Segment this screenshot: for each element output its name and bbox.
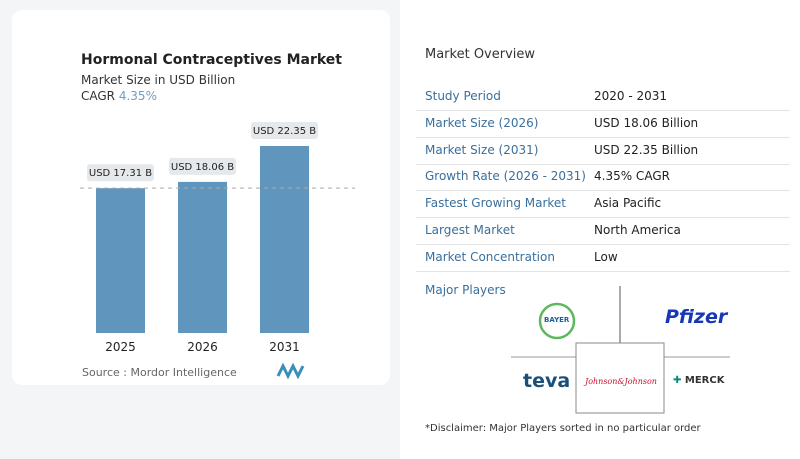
- pfizer-logo: Pfizer: [665, 306, 728, 328]
- bayer-logo: BAYER: [544, 316, 570, 324]
- bar-2025: [96, 188, 145, 333]
- data-label: USD 22.35 B: [253, 126, 316, 137]
- chart-subtitle: Market Size in USD Billion: [81, 73, 236, 87]
- row-label: Market Size (2031): [425, 142, 539, 157]
- mordor-logo: [276, 362, 305, 380]
- cagr: CAGR 4.35%: [81, 89, 157, 103]
- data-label-bg: [87, 164, 154, 182]
- row-value: Low: [594, 249, 618, 264]
- row-value: 4.35% CAGR: [594, 169, 670, 184]
- row-label: Study Period: [425, 89, 501, 103]
- overview-row: Market Size (2026) USD 18.06 Billion: [416, 110, 790, 138]
- data-label-bg: [251, 122, 318, 139]
- overview-row: Fastest Growing Market Asia Pacific: [416, 190, 790, 219]
- bar-2026: [178, 181, 227, 333]
- data-label-bg: [169, 157, 236, 175]
- row-label: Market Size (2026): [425, 115, 539, 130]
- x-tick-label: 2031: [269, 340, 300, 354]
- disclaimer: *Disclaimer: Major Players sorted in no …: [425, 423, 701, 434]
- x-tick-label: 2026: [187, 340, 218, 354]
- row-value: USD 22.35 Billion: [594, 142, 699, 157]
- major-players-label: Major Players: [425, 283, 506, 297]
- bar-2031: [260, 146, 309, 333]
- cagr-label: CAGR: [81, 89, 116, 103]
- chart-title: Hormonal Contraceptives Market: [81, 52, 342, 68]
- row-label: Largest Market: [425, 223, 515, 237]
- overview-row: Study Period 2020 - 2031: [416, 83, 790, 111]
- overview-row: Market Concentration Low: [416, 244, 790, 272]
- merck-logo: ✚ MERCK: [673, 375, 724, 386]
- overview-row: Largest Market North America: [416, 217, 790, 245]
- overview-title: Market Overview: [425, 47, 536, 62]
- merck-text: MERCK: [684, 375, 725, 386]
- cagr-value: 4.35%: [118, 89, 157, 103]
- merck-icon: ✚: [673, 375, 682, 386]
- row-value: North America: [594, 223, 681, 237]
- row-label: Fastest Growing Market: [425, 196, 567, 211]
- source: Source : Mordor Intelligence: [82, 366, 237, 379]
- bar-chart: USD 17.31 B 2025 USD 18.06 B 2026 USD 22.35 …: [80, 122, 355, 354]
- jnj-logo: Johnson&Johnson: [585, 377, 657, 386]
- teva-logo: teva: [523, 370, 571, 392]
- row-value: Asia Pacific: [594, 196, 662, 211]
- row-value: USD 18.06 Billion: [594, 115, 699, 130]
- row-value: 2020 - 2031: [594, 89, 668, 103]
- overview-row: Growth Rate (2026 - 2031) 4.35% CAGR: [416, 163, 790, 192]
- data-label: USD 18.06 B: [171, 162, 234, 173]
- x-tick-label: 2025: [105, 340, 136, 354]
- data-label: USD 17.31 B: [89, 168, 152, 179]
- row-label: Market Concentration: [425, 249, 555, 264]
- overview-row: Market Size (2031) USD 22.35 Billion: [416, 137, 790, 165]
- row-label: Growth Rate (2026 - 2031): [425, 169, 586, 184]
